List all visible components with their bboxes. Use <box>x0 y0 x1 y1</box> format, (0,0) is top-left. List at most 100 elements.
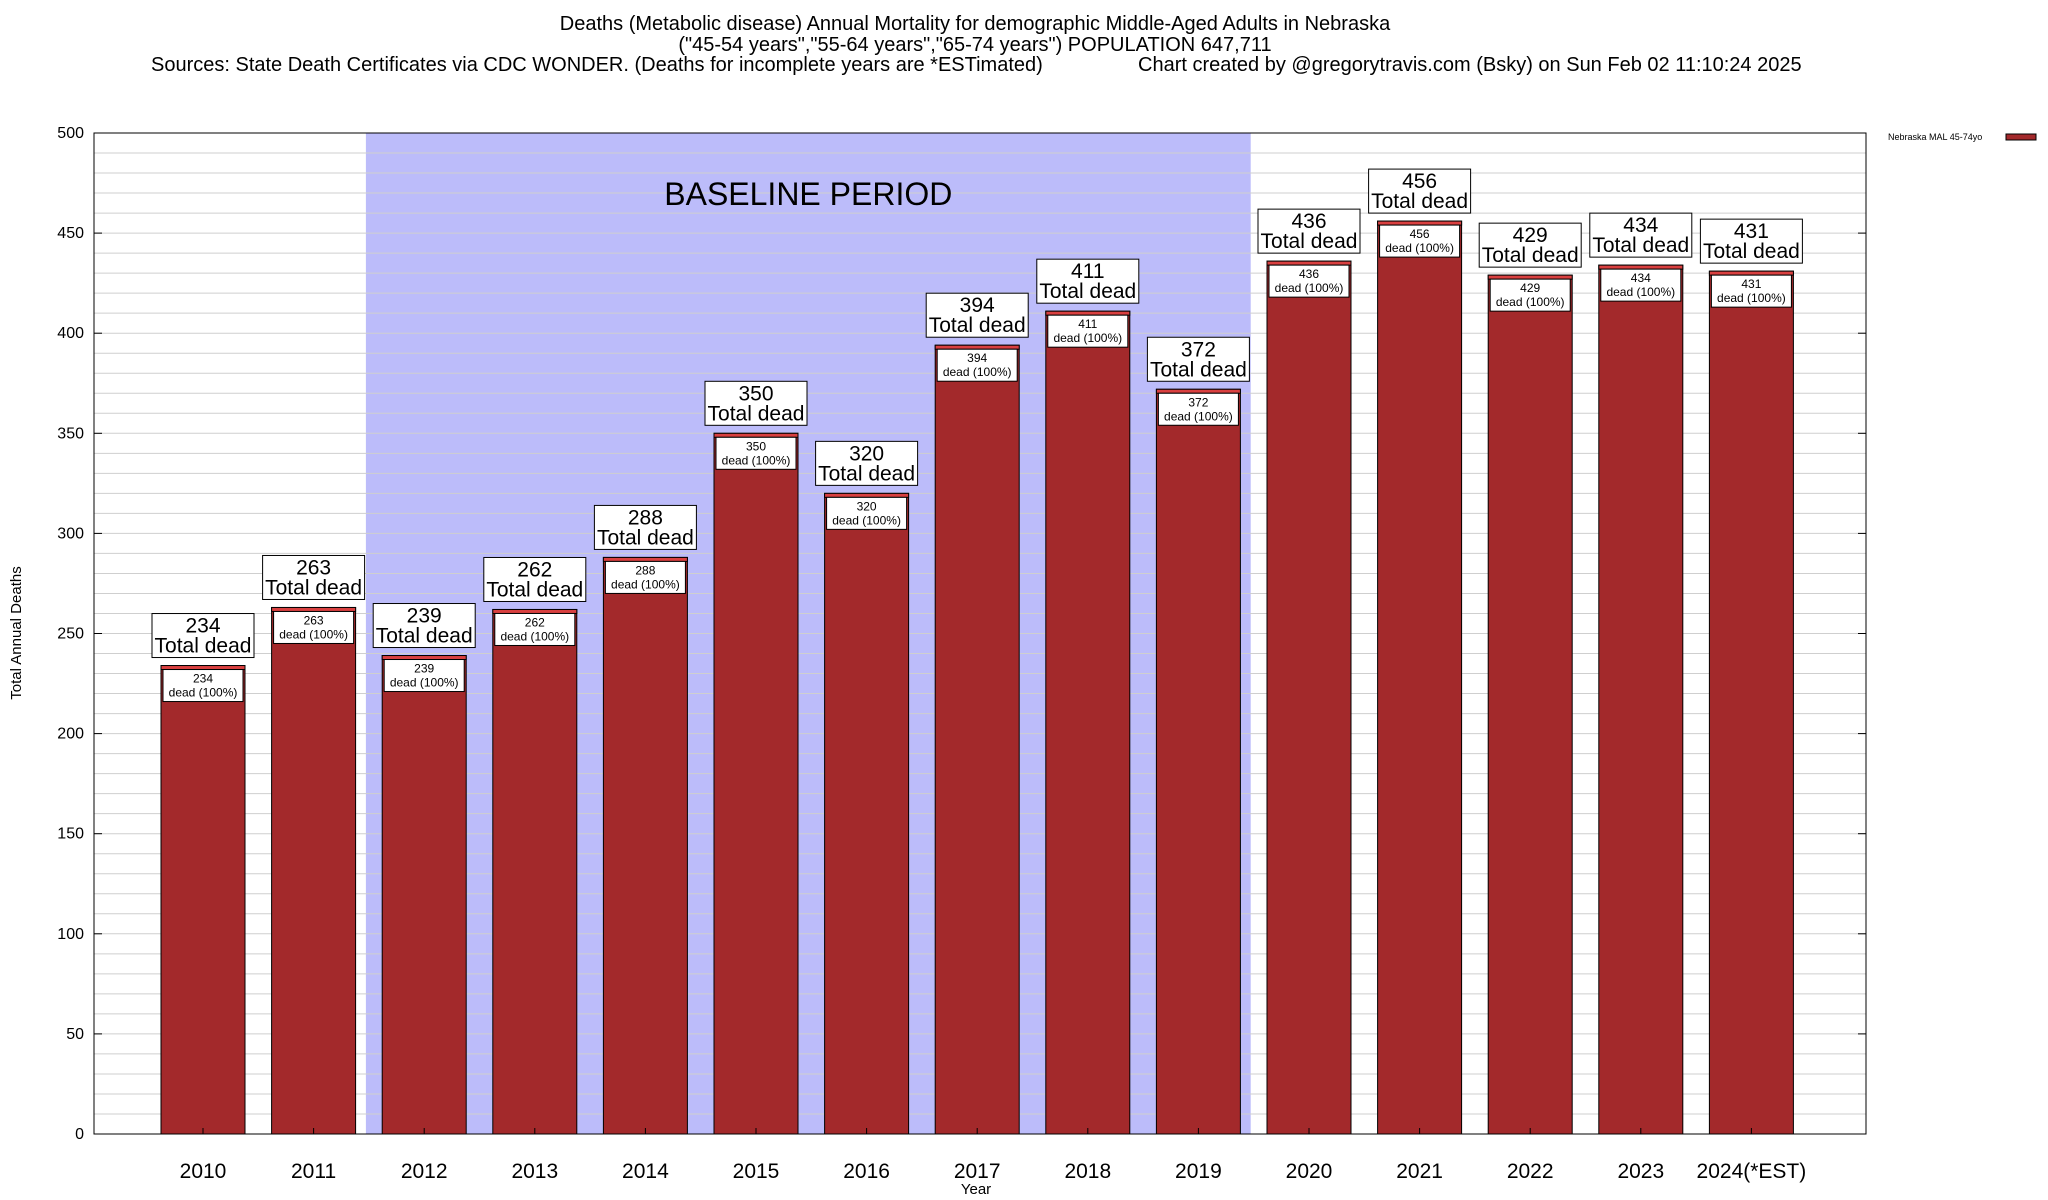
total-label-value: 394 <box>960 294 995 317</box>
bar <box>713 432 799 1135</box>
baseline-period-label: BASELINE PERIOD <box>664 176 952 212</box>
x-tick-label: 2022 <box>1507 1160 1554 1183</box>
x-tick-label: 2010 <box>180 1160 227 1183</box>
inner-label-box <box>273 610 355 644</box>
total-label-value: 431 <box>1734 220 1769 243</box>
bar-cap <box>1487 274 1573 280</box>
total-label-value: 239 <box>407 605 442 628</box>
inner-label-text: dead (100%) <box>1275 281 1344 295</box>
inner-label-box <box>604 560 686 594</box>
chart-header: Deaths (Metabolic disease) Annual Mortal… <box>151 13 1802 76</box>
total-label-value: 262 <box>517 558 552 581</box>
x-axis-label: Year <box>961 1181 991 1198</box>
inner-label-text: dead (100%) <box>832 513 901 527</box>
total-label-text: Total dead <box>155 635 252 658</box>
x-tick-label: 2023 <box>1617 1160 1664 1183</box>
inner-label-text: dead (100%) <box>1164 409 1233 423</box>
bar <box>602 556 688 1135</box>
bar-cap <box>1155 388 1241 394</box>
legend-swatch <box>2005 133 2037 141</box>
total-label-value: 320 <box>849 442 884 465</box>
inner-label-text: dead (100%) <box>722 453 791 467</box>
total-label-box <box>925 292 1029 338</box>
total-label-text: Total dead <box>486 578 583 601</box>
inner-label-text: dead (100%) <box>1606 285 1675 299</box>
total-label-text: Total dead <box>1482 244 1579 267</box>
bar-cap <box>1266 260 1352 266</box>
bar-cap <box>160 665 246 671</box>
bar <box>1487 274 1573 1135</box>
bar <box>934 344 1020 1135</box>
inner-label-box <box>1489 278 1571 312</box>
x-tick-label: 2013 <box>511 1160 558 1183</box>
bar <box>1155 388 1241 1135</box>
x-tick-label: 2012 <box>401 1160 448 1183</box>
inner-label-text: dead (100%) <box>169 686 238 700</box>
inner-label-box <box>1600 268 1682 302</box>
total-label-box <box>1589 212 1693 258</box>
inner-label-text: dead (100%) <box>611 577 680 591</box>
total-label-value: 263 <box>296 556 331 579</box>
inner-label-text: dead (100%) <box>943 365 1012 379</box>
total-label-value: 288 <box>628 506 663 529</box>
inner-label-value: 372 <box>1188 395 1208 409</box>
total-label-box <box>1257 208 1361 254</box>
total-label-text: Total dead <box>597 526 694 549</box>
inner-label-box <box>826 496 908 530</box>
total-label-value: 350 <box>738 382 773 405</box>
total-label-value: 429 <box>1513 224 1548 247</box>
bar <box>271 606 357 1135</box>
inner-label-value: 429 <box>1520 281 1540 295</box>
total-label-box <box>483 556 587 602</box>
total-label-text: Total dead <box>1150 358 1247 381</box>
bar <box>1598 264 1684 1135</box>
inner-label-value: 434 <box>1631 271 1651 285</box>
x-tick-label: 2024(*EST) <box>1697 1160 1807 1183</box>
inner-label-text: dead (100%) <box>279 627 348 641</box>
total-label-box <box>704 380 808 426</box>
chart-credit: Chart created by @gregorytravis.com (Bsk… <box>1138 54 1802 76</box>
total-label-value: 411 <box>1071 260 1104 283</box>
inner-label-value: 234 <box>193 672 213 686</box>
x-tick-label: 2020 <box>1286 1160 1333 1183</box>
total-label-text: Total dead <box>1371 190 1468 213</box>
total-label-box <box>815 440 919 486</box>
bar-cap <box>492 608 578 614</box>
y-tick-label: 150 <box>57 826 84 843</box>
total-label-box <box>1036 258 1140 304</box>
inner-label-text: dead (100%) <box>1496 295 1565 309</box>
total-label-box <box>262 554 366 600</box>
inner-label-box <box>494 612 576 646</box>
bar <box>492 608 578 1135</box>
total-label-box <box>372 603 476 649</box>
total-label-box <box>1146 336 1250 382</box>
x-tick-label: 2021 <box>1396 1160 1443 1183</box>
bar-cap <box>824 492 910 498</box>
total-label-text: Total dead <box>1039 280 1136 303</box>
total-label-text: Total dead <box>376 625 473 648</box>
bar <box>1708 270 1794 1135</box>
y-tick-label: 450 <box>57 225 84 242</box>
bar-cap <box>271 606 357 612</box>
total-label-value: 372 <box>1181 338 1216 361</box>
inner-label-text: dead (100%) <box>1717 291 1786 305</box>
inner-label-box <box>715 436 797 470</box>
bar-cap <box>934 344 1020 350</box>
y-tick-label: 200 <box>57 726 84 743</box>
inner-label-value: 263 <box>304 613 324 627</box>
total-label-box <box>151 613 255 659</box>
bar-cap <box>713 432 799 438</box>
total-label-box <box>1699 218 1803 264</box>
x-tick-label: 2014 <box>622 1160 669 1183</box>
bar-cap <box>1377 220 1463 226</box>
chart-title-line-2: ("45-54 years","55-64 years","65-74 year… <box>678 34 1271 56</box>
inner-label-value: 350 <box>746 439 766 453</box>
chart-sources: Sources: State Death Certificates via CD… <box>151 54 1043 76</box>
total-label-text: Total dead <box>929 314 1026 337</box>
inner-label-value: 436 <box>1299 267 1319 281</box>
inner-label-box <box>1157 392 1239 426</box>
inner-label-value: 320 <box>857 499 877 513</box>
y-tick-label: 500 <box>57 125 84 142</box>
